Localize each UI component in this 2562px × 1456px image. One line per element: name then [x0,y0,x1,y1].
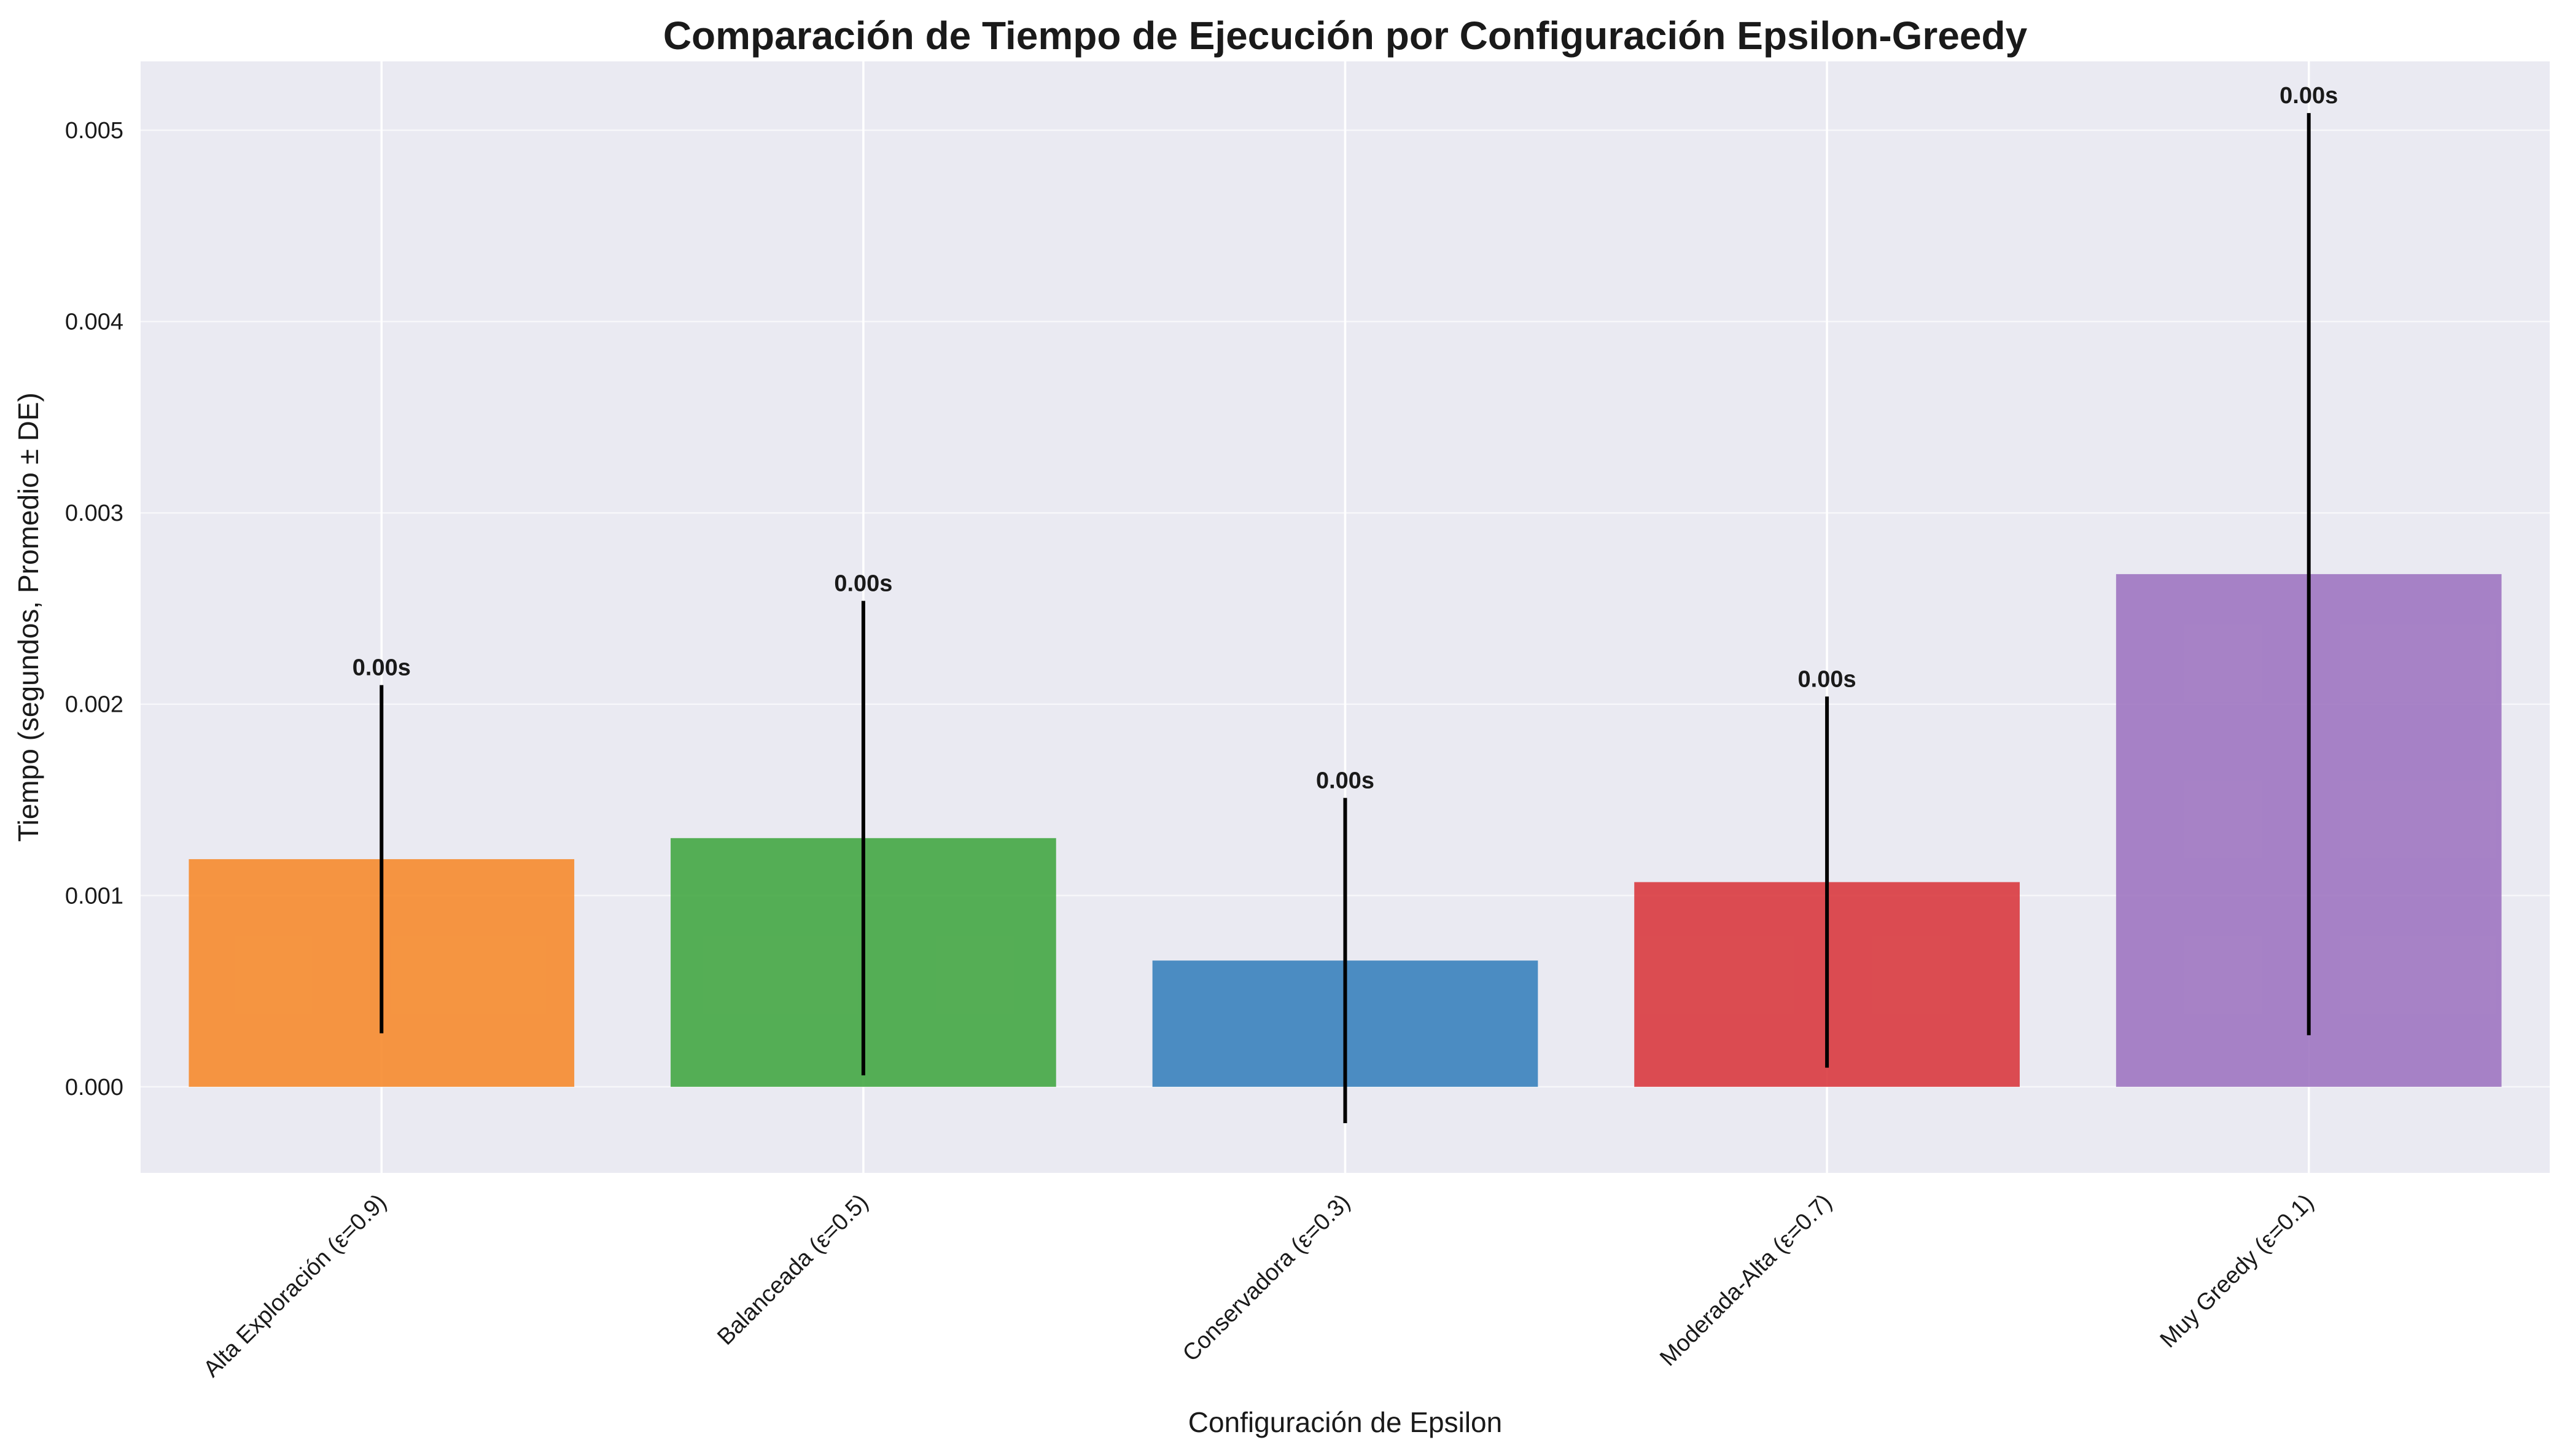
y-axis-ticks: 0.000 0.001 0.002 0.003 0.004 0.005 [65,118,123,1100]
y-tick-label: 0.001 [65,883,123,909]
data-label: 0.00s [834,571,892,597]
x-axis-ticks: Alta Exploración (ε=0.9) Balanceada (ε=0.… [198,1189,2319,1382]
x-tick-label: Conservadora (ε=0.3) [1178,1189,1355,1367]
x-tick-label: Muy Greedy (ε=0.1) [2155,1189,2319,1353]
x-tick-label: Alta Exploración (ε=0.9) [198,1189,391,1382]
data-label: 0.00s [352,655,411,681]
y-tick-label: 0.003 [65,500,123,526]
y-tick-label: 0.005 [65,118,123,144]
data-label: 0.00s [1316,768,1374,793]
chart-title: Comparación de Tiempo de Ejecución por C… [663,14,2028,58]
y-tick-label: 0.004 [65,309,123,335]
y-tick-label: 0.000 [65,1075,123,1100]
x-axis-label: Configuración de Epsilon [1188,1406,1502,1438]
x-tick-label: Balanceada (ε=0.5) [712,1189,873,1350]
y-tick-label: 0.002 [65,692,123,718]
data-label: 0.00s [2280,83,2338,109]
error-bars [380,113,2311,1124]
x-tick-label: Moderada-Alta (ε=0.7) [1655,1189,1837,1371]
data-label: 0.00s [1798,666,1856,692]
y-axis-label: Tiempo (segundos, Promedio ± DE) [12,392,44,842]
data-labels: 0.00s 0.00s 0.00s 0.00s 0.00s [352,83,2338,793]
